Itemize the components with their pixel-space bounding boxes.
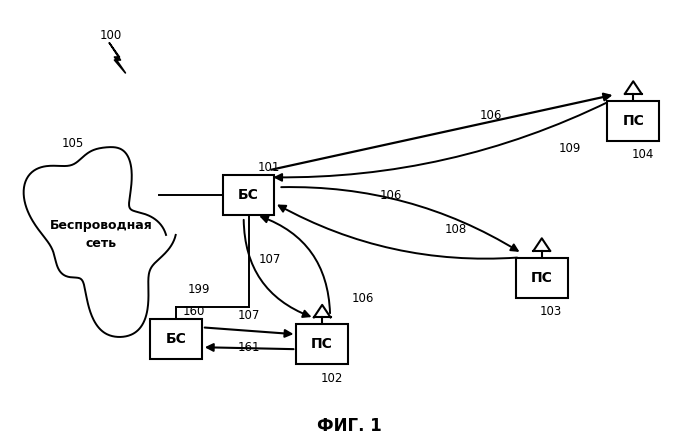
Text: ПС: ПС (622, 113, 644, 128)
Text: 161: 161 (238, 341, 260, 354)
Text: 100: 100 (99, 28, 122, 42)
Text: 102: 102 (320, 372, 343, 384)
Text: ПС: ПС (531, 271, 553, 285)
Bar (607, 101, 659, 141)
Text: ПС: ПС (311, 337, 333, 351)
Text: 105: 105 (62, 137, 84, 150)
Text: 106: 106 (352, 291, 375, 305)
Bar (296, 324, 348, 364)
Bar (223, 175, 275, 215)
Text: 104: 104 (631, 148, 654, 161)
Text: 107: 107 (238, 309, 260, 322)
Text: 199: 199 (188, 283, 210, 296)
Text: 109: 109 (559, 142, 581, 155)
Text: ФИГ. 1: ФИГ. 1 (317, 417, 382, 435)
Text: 106: 106 (480, 109, 502, 122)
Text: 108: 108 (445, 223, 467, 236)
Text: 160: 160 (183, 305, 206, 318)
Polygon shape (110, 43, 125, 73)
Bar (150, 320, 202, 359)
Text: 103: 103 (540, 305, 562, 318)
Bar (516, 258, 568, 298)
Text: БС: БС (166, 332, 187, 346)
Text: 106: 106 (380, 189, 402, 202)
Text: 107: 107 (259, 253, 281, 266)
Text: Беспроводная
сеть: Беспроводная сеть (50, 219, 153, 251)
Text: 101: 101 (257, 161, 280, 174)
Text: БС: БС (238, 188, 259, 202)
